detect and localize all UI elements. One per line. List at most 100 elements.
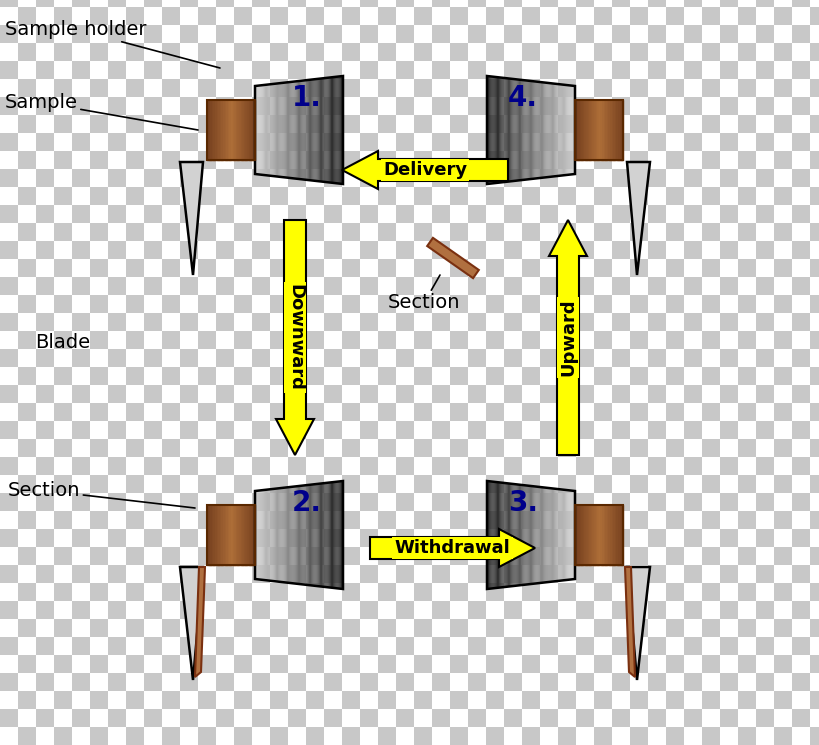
Polygon shape: [302, 486, 303, 585]
Bar: [773, 439, 791, 457]
Bar: [0, 727, 18, 745]
Polygon shape: [524, 485, 525, 585]
Bar: [719, 691, 737, 709]
Bar: [522, 43, 540, 61]
Bar: [197, 421, 215, 439]
Bar: [611, 241, 629, 259]
Bar: [486, 169, 504, 187]
Bar: [522, 673, 540, 691]
Bar: [719, 637, 737, 655]
Bar: [557, 133, 575, 151]
Bar: [162, 277, 180, 295]
Bar: [773, 133, 791, 151]
Bar: [396, 727, 414, 745]
Bar: [144, 331, 162, 349]
Bar: [593, 385, 611, 403]
Bar: [305, 601, 324, 619]
Bar: [287, 205, 305, 223]
Bar: [522, 115, 540, 133]
Bar: [342, 529, 360, 547]
Polygon shape: [195, 567, 205, 677]
Bar: [468, 511, 486, 529]
Bar: [215, 295, 233, 313]
Bar: [90, 187, 108, 205]
Bar: [162, 673, 180, 691]
Bar: [72, 601, 90, 619]
Bar: [791, 385, 809, 403]
Bar: [233, 637, 251, 655]
Bar: [251, 151, 269, 169]
Bar: [0, 673, 18, 691]
Bar: [108, 331, 126, 349]
Bar: [629, 583, 647, 601]
Bar: [378, 583, 396, 601]
Bar: [360, 313, 378, 331]
Bar: [287, 601, 305, 619]
Bar: [342, 115, 360, 133]
Bar: [647, 673, 665, 691]
Bar: [251, 385, 269, 403]
Bar: [791, 25, 809, 43]
Bar: [72, 133, 90, 151]
Bar: [665, 169, 683, 187]
Bar: [18, 583, 36, 601]
Polygon shape: [329, 77, 331, 183]
Bar: [557, 223, 575, 241]
Polygon shape: [505, 78, 506, 182]
Polygon shape: [510, 79, 512, 181]
Bar: [233, 277, 251, 295]
Bar: [737, 241, 755, 259]
Bar: [324, 457, 342, 475]
Bar: [269, 439, 287, 457]
Bar: [701, 529, 719, 547]
Bar: [468, 565, 486, 583]
Polygon shape: [326, 77, 328, 183]
Bar: [251, 691, 269, 709]
Bar: [180, 331, 197, 349]
Bar: [36, 205, 54, 223]
Bar: [809, 43, 819, 61]
Bar: [396, 115, 414, 133]
Bar: [180, 385, 197, 403]
Bar: [647, 367, 665, 385]
Bar: [396, 511, 414, 529]
Bar: [611, 619, 629, 637]
Bar: [108, 79, 126, 97]
Bar: [197, 187, 215, 205]
Polygon shape: [531, 81, 532, 179]
Bar: [162, 601, 180, 619]
Bar: [396, 259, 414, 277]
Bar: [126, 493, 144, 511]
Bar: [162, 295, 180, 313]
Polygon shape: [325, 78, 326, 182]
Bar: [575, 115, 593, 133]
Bar: [504, 583, 522, 601]
Bar: [468, 97, 486, 115]
Text: 4.: 4.: [508, 84, 537, 112]
Bar: [360, 133, 378, 151]
Polygon shape: [525, 80, 526, 180]
Bar: [504, 637, 522, 655]
Polygon shape: [275, 489, 277, 582]
Bar: [144, 61, 162, 79]
Bar: [251, 367, 269, 385]
Bar: [522, 331, 540, 349]
Bar: [755, 0, 773, 7]
Bar: [737, 601, 755, 619]
Bar: [0, 655, 18, 673]
Bar: [504, 421, 522, 439]
Bar: [432, 43, 450, 61]
Bar: [233, 475, 251, 493]
Bar: [629, 331, 647, 349]
Polygon shape: [258, 490, 259, 580]
Bar: [126, 97, 144, 115]
Bar: [773, 709, 791, 727]
Polygon shape: [337, 77, 338, 183]
Bar: [72, 331, 90, 349]
Bar: [90, 511, 108, 529]
Bar: [665, 241, 683, 259]
Bar: [522, 619, 540, 637]
Bar: [360, 529, 378, 547]
Bar: [432, 133, 450, 151]
Bar: [629, 601, 647, 619]
